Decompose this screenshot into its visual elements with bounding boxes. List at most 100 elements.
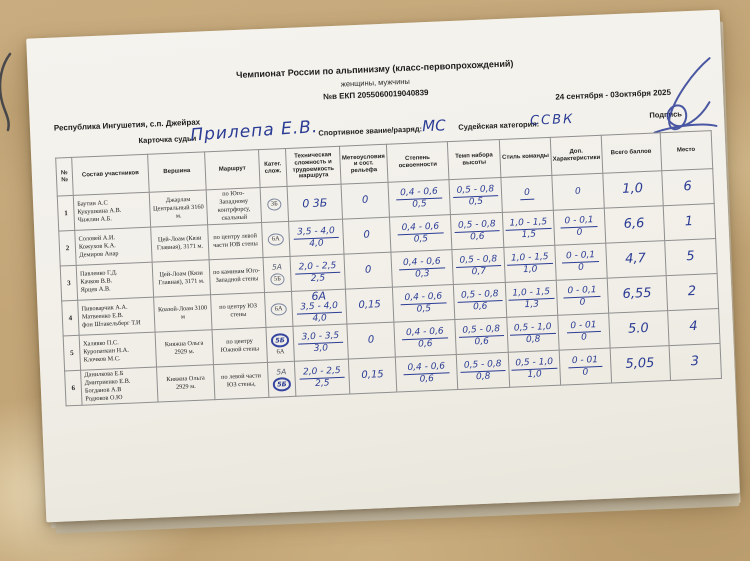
total-score-cell: 5,05	[609, 345, 671, 384]
tech-value: 3,0	[313, 342, 329, 354]
extra-score-cell: 0	[551, 173, 604, 211]
pace-score-cell: 0,5 - 0,8 0,8	[456, 352, 510, 390]
mastery-score-cell: 0,4 - 0,6 0,5	[392, 284, 455, 323]
total-score-cell: 5.0	[608, 310, 669, 349]
pace-value: 0,8	[475, 371, 491, 382]
style-range: 1,0 - 1,5	[508, 286, 555, 301]
category-mark: 5Б	[272, 376, 292, 392]
judge-name-handwritten: Прилепа Е.В.	[189, 116, 319, 146]
col-header-place: Место	[659, 130, 713, 171]
place-cell: 2	[665, 273, 719, 311]
team-cell: Халявко П.С. Куропаткин Н.А. Клочков М.С…	[79, 332, 157, 371]
category-mark: 3Б	[266, 197, 283, 212]
mastery-range: 0,4 - 0,6	[403, 361, 450, 375]
route-cell: по Юго-Западному контрфорсу, скальный	[206, 187, 262, 225]
tech-score-cell: 2,0 - 2,5 2,5	[294, 359, 350, 397]
style-range: 0	[519, 187, 535, 201]
peak-cell: Цей-Лоам (Кязи Главная), 3171 м.	[152, 259, 211, 298]
signature-scribble-icon	[653, 57, 718, 134]
pace-range: 0,5 - 0,8	[453, 218, 500, 233]
pace-range: 0,5 - 0,8	[458, 323, 505, 338]
style-value: 1,5	[521, 229, 537, 240]
meteo-score-cell: 0	[346, 322, 396, 360]
col-header-style: Стиль команды	[499, 137, 552, 178]
extra-score-cell: 0 - 01 0	[557, 313, 610, 351]
route-cell: по центру левой части ЮВ стены	[207, 222, 264, 260]
judge-card-label: Карточка судьи	[138, 133, 197, 146]
col-header-team: Состав участников	[71, 154, 150, 196]
extra-range: 0 - 0,1	[563, 284, 601, 298]
extra-value: 0	[580, 332, 588, 343]
team-cell: Павленко Г.Д. Качков В.В. Ярцев А.В.	[76, 262, 154, 301]
peak-cell: Джарлам Центральный 3160 м.	[149, 189, 208, 228]
col-header-meteo: Метеоусловия и сост. рельефа	[339, 144, 388, 185]
pen-stroke-top-left-icon	[0, 52, 12, 132]
pace-value: 0,7	[471, 266, 487, 277]
style-value: 1,0	[527, 368, 543, 380]
mastery-range: 0,4 - 0,6	[401, 326, 448, 340]
mastery-value: 0,5	[412, 198, 427, 210]
mastery-value: 0,5	[413, 233, 429, 245]
mastery-score-cell: 0,4 - 0,6 0,5	[389, 214, 452, 253]
place-cell: 3	[668, 343, 722, 381]
row-number-cell: 2	[58, 230, 77, 267]
route-cell: по центру Южной стены	[212, 327, 268, 365]
tech-score-cell: 6А 3,5 - 4,0 4,0	[291, 289, 347, 327]
mastery-score-cell: 0,4 - 0,6 0,5	[387, 179, 451, 218]
category-cell: 5Б 6А	[265, 326, 295, 363]
extra-score-cell: 0 - 0,1 0	[554, 243, 607, 281]
col-header-peak: Вершина	[147, 151, 207, 193]
place-cell: 5	[664, 238, 717, 276]
rank-label: Спортивное звание/разряд:	[318, 124, 423, 138]
style-range: 0,5 - 1,0	[511, 356, 558, 371]
pace-value: 0,5	[468, 196, 484, 207]
tech-note-handwritten: 0 3Б	[302, 195, 328, 210]
results-table: №№ Состав участников Вершина Маршрут Кат…	[55, 130, 722, 406]
extra-value: 0	[576, 227, 583, 238]
category-cell: 3Б	[260, 186, 289, 223]
pace-range: 0,5 - 0,8	[452, 183, 499, 198]
mastery-score-cell: 0,4 - 0,6 0,6	[393, 319, 457, 358]
tech-range: 2,0 - 2,5	[294, 260, 341, 275]
peak-cell: Цей-Лоам (Кязи Главная), 3171 м.	[150, 224, 210, 263]
tech-score-cell: 3,5 - 4,0 4,0	[288, 219, 344, 257]
mastery-score-cell: 0,4 - 0,6 0,3	[390, 249, 454, 288]
style-range: 1,0 - 1,5	[505, 216, 552, 231]
extra-value: 0	[577, 262, 585, 273]
col-header-total: Всего баллов	[600, 132, 662, 174]
category-cell: 5А 5Б	[267, 361, 296, 398]
pace-range: 0,5 - 0,8	[456, 288, 503, 303]
tech-value: 4,0	[312, 313, 328, 324]
mastery-value: 0,3	[414, 268, 430, 280]
meteo-score-cell: 0,15	[348, 357, 397, 395]
pace-value: 0,6	[469, 231, 485, 242]
style-value: 1,0	[522, 264, 538, 275]
row-number-cell: 4	[61, 300, 80, 336]
extra-range: 0 - 0,1	[560, 214, 598, 229]
tech-value: 2,5	[314, 377, 330, 389]
route-cell: по центру ЮЗ стены	[210, 292, 266, 330]
peak-cell: Княжна Ольга 2929 м.	[155, 329, 214, 368]
style-value: 1,3	[524, 299, 540, 310]
category-cell: 5А 5Б	[263, 256, 292, 293]
col-header-route: Маршрут	[204, 149, 261, 190]
extra-score-cell: 0 - 0,1 0	[553, 208, 606, 246]
category-mark: 5А	[276, 366, 287, 377]
mastery-range: 0,4 - 0,6	[397, 221, 444, 235]
category-mark: 5А	[271, 262, 283, 272]
pace-score-cell: 0,5 - 0,8 0,6	[453, 282, 507, 320]
mastery-range: 0,4 - 0,6	[395, 186, 442, 200]
tech-range: 3,5 - 4,0	[292, 225, 340, 240]
col-header-tech: Техническая сложность и трудоемкость мар…	[285, 146, 342, 187]
peak-cell: Княжна Ольга 2929 м.	[156, 364, 215, 403]
meteo-score-cell: 0,15	[345, 287, 394, 325]
route-cell: по левой части ЮЗ стены,	[213, 362, 269, 400]
mastery-range: 0,4 - 0,6	[400, 291, 447, 305]
mastery-value: 0,6	[417, 338, 433, 350]
extra-score-cell: 0 - 0,1 0	[556, 278, 609, 316]
extra-value: 0	[582, 367, 589, 378]
col-header-extra: Доп. Характеристики	[550, 135, 603, 176]
extra-range: 0 - 0,1	[561, 249, 600, 263]
meteo-score-cell: 0	[342, 217, 391, 255]
